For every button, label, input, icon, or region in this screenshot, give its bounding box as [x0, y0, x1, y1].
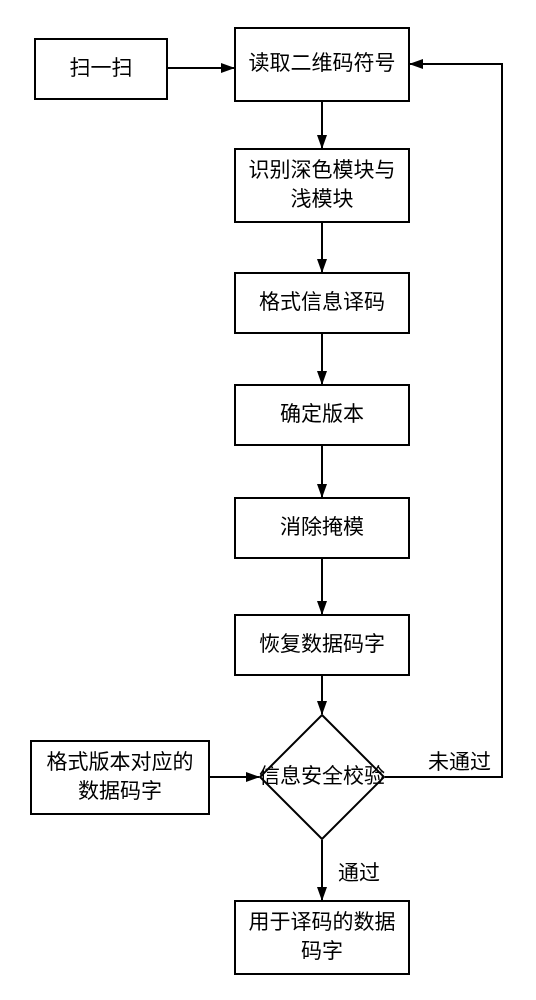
node-check: 信息安全校验	[259, 714, 385, 840]
node-restore: 恢复数据码字	[234, 614, 410, 676]
node-scan: 扫一扫	[34, 38, 168, 100]
node-read: 读取二维码符号	[234, 27, 410, 102]
node-version: 确定版本	[234, 384, 410, 446]
node-result: 用于译码的数据码字	[234, 900, 410, 975]
node-identify: 识别深色模块与浅模块	[234, 148, 410, 223]
node-decodeFmt: 格式信息译码	[234, 272, 410, 334]
flowchart-canvas: 扫一扫 读取二维码符号识别深色模块与浅模块格式信息译码确定版本消除掩模恢复数据码字…	[0, 0, 536, 1000]
node-check-label: 信息安全校验	[259, 714, 385, 840]
node-mask: 消除掩模	[234, 497, 410, 559]
edge-label-fail: 未通过	[428, 746, 491, 776]
edge-label-pass: 通过	[338, 857, 380, 887]
node-fmtData: 格式版本对应的数据码字	[30, 740, 210, 815]
